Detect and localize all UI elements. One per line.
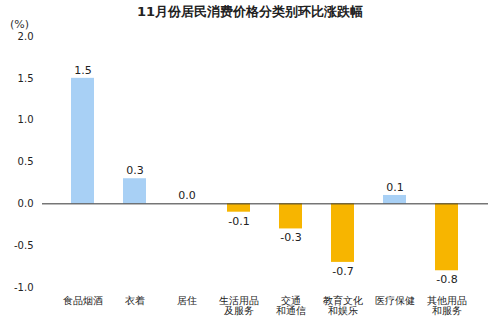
svg-text:1.5: 1.5 <box>74 64 92 77</box>
svg-text:0.5: 0.5 <box>18 156 34 167</box>
svg-text:其他用品和服务: 其他用品和服务 <box>427 295 467 316</box>
svg-text:-0.5: -0.5 <box>14 240 34 251</box>
svg-text:食品烟酒: 食品烟酒 <box>63 295 103 306</box>
svg-text:1.0: 1.0 <box>18 114 34 125</box>
html-text:11月份居民消费价格分类别环比涨跌幅: 11月份居民消费价格分类别环比涨跌幅 <box>137 4 363 19</box>
svg-text:-1.0: -1.0 <box>14 282 34 293</box>
svg-text:-0.7: -0.7 <box>332 265 353 278</box>
svg-text:居住: 居住 <box>177 295 197 306</box>
svg-text:衣着: 衣着 <box>125 295 145 306</box>
svg-text:-0.3: -0.3 <box>280 231 301 244</box>
svg-text:医疗保健: 医疗保健 <box>375 295 415 306</box>
svg-text:-0.1: -0.1 <box>228 215 249 228</box>
svg-text:0.1: 0.1 <box>386 181 404 194</box>
svg-text:-0.8: -0.8 <box>436 273 457 286</box>
svg-text:1.5: 1.5 <box>18 73 34 84</box>
svg-text:0.3: 0.3 <box>126 164 144 177</box>
svg-text:0.0: 0.0 <box>178 189 196 202</box>
svg-text:交通和通信: 交通和通信 <box>276 295 306 316</box>
svg-text:0.0: 0.0 <box>18 198 34 209</box>
svg-text:生活用品及服务: 生活用品及服务 <box>219 295 259 316</box>
svg-text:教育文化和娱乐: 教育文化和娱乐 <box>323 295 363 316</box>
svg-text:2.0: 2.0 <box>18 31 34 42</box>
